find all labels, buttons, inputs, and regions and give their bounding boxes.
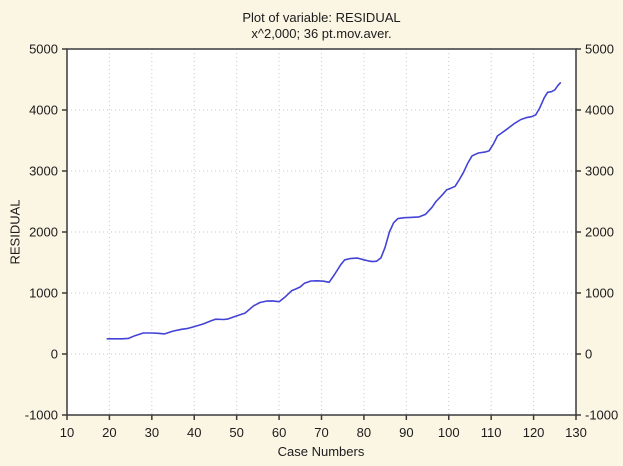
- chart-title: Plot of variable: RESIDUAL: [242, 10, 401, 25]
- x-tick-label: 40: [187, 425, 202, 440]
- x-tick-label: 110: [480, 425, 502, 440]
- title-block: Plot of variable: RESIDUAL x^2,000; 36 p…: [67, 10, 576, 42]
- y-tick-label-left: 4000: [29, 102, 58, 118]
- x-tick-label: 60: [271, 425, 287, 440]
- y-tick-label-left: 3000: [29, 163, 58, 179]
- y-tick-label-left: 1000: [29, 285, 58, 301]
- x-tick-label: 70: [314, 425, 329, 440]
- x-tick-label: 120: [522, 425, 545, 440]
- x-tick-label: 80: [356, 425, 372, 440]
- x-tick-label: 50: [229, 425, 244, 440]
- y-tick-label-right: 4000: [585, 102, 614, 118]
- x-tick-label: 20: [102, 425, 117, 440]
- x-axis-title: Case Numbers: [277, 444, 365, 459]
- x-tick-label: 100: [437, 425, 460, 440]
- chart-subtitle: x^2,000; 36 pt.mov.aver.: [251, 26, 392, 41]
- x-tick-label: 90: [399, 425, 414, 440]
- y-tick-label-left: -1000: [24, 407, 58, 423]
- y-tick-label-right: 0: [585, 346, 593, 362]
- x-tick-label: 10: [59, 425, 75, 440]
- y-tick-label-right: -1000: [585, 407, 619, 423]
- y-tick-label-right: 2000: [585, 224, 614, 240]
- y-tick-label-left: 2000: [29, 224, 58, 240]
- y-tick-label-right: 1000: [585, 285, 614, 301]
- x-tick-label: 130: [565, 425, 587, 440]
- x-tick-label: 30: [144, 425, 160, 440]
- series-line: [106, 82, 562, 340]
- y-tick-label-right: 5000: [585, 41, 614, 57]
- y-tick-label-left: 0: [50, 346, 58, 362]
- y-tick-label-left: 5000: [29, 41, 58, 57]
- y-tick-label-right: 3000: [585, 163, 614, 179]
